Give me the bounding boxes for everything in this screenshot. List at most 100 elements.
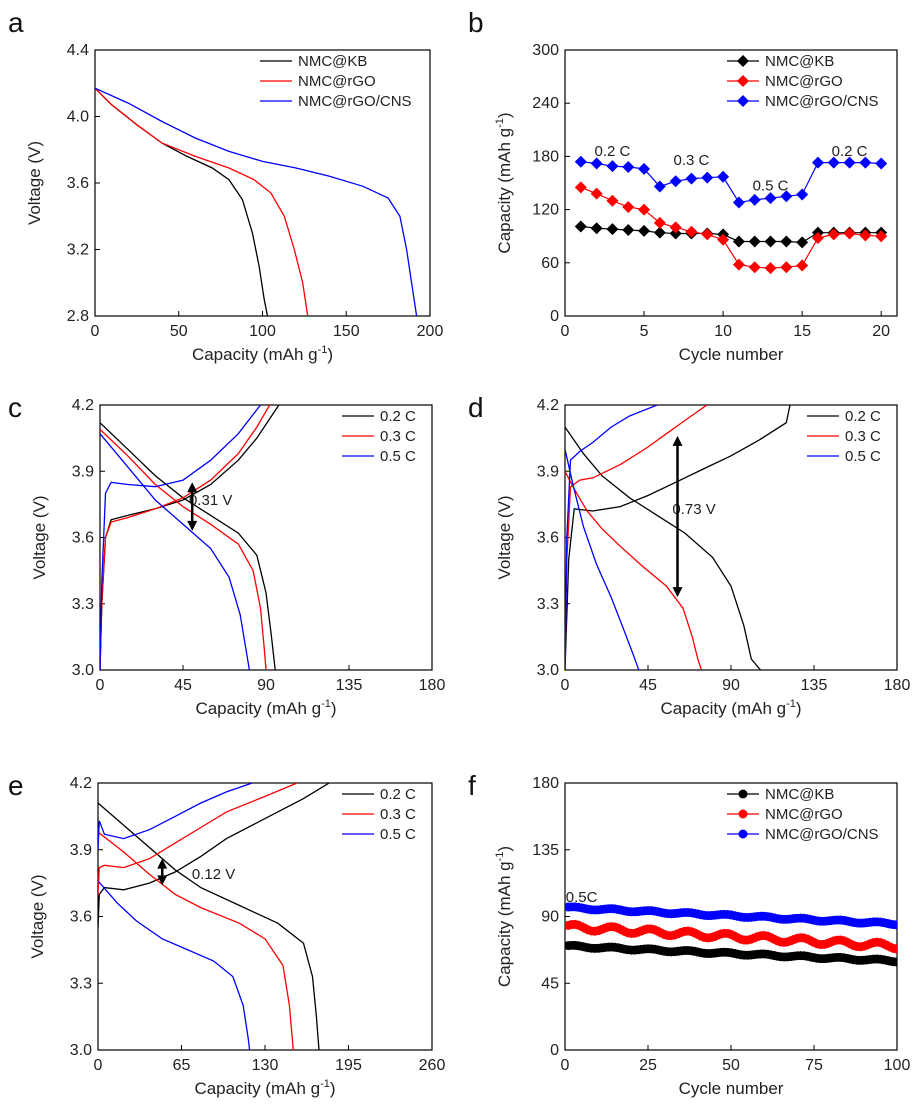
series-line [98, 783, 330, 928]
data-point [748, 235, 761, 248]
data-point [811, 156, 824, 169]
data-point [875, 157, 888, 170]
data-point [811, 231, 824, 244]
y-tick-label: 4.2 [537, 397, 559, 414]
data-point [717, 170, 730, 183]
data-point [590, 222, 603, 235]
panel-d: d 0 45 90 135 180 3.0 3.3 3.6 3.9 4.2 Capacity (mAh… [468, 392, 910, 718]
data-point [653, 226, 666, 239]
legend-marker [737, 75, 749, 87]
series-line [98, 802, 320, 1050]
data-point [732, 196, 745, 209]
x-tick-label: 260 [419, 1057, 446, 1074]
y-tick-label: 45 [541, 975, 559, 992]
x-tick-label: 0 [561, 677, 570, 694]
panel-c: c 0 45 90 135 180 3.0 3.3 3.6 3.9 4.2 Capacity (mAh… [8, 392, 445, 718]
data-point [780, 261, 793, 274]
panel-e: e 0 65 130 195 260 3.0 3.3 3.6 3.9 4.2 Capacity (mA… [8, 770, 445, 1098]
series-line [98, 831, 294, 1050]
series-line [565, 405, 658, 670]
legend-label: NMC@rGO [765, 806, 843, 823]
data-point [780, 190, 793, 203]
series-line [100, 405, 271, 670]
data-point [669, 221, 682, 234]
series-line [565, 426, 761, 670]
x-tick-label: 5 [640, 323, 649, 340]
x-tick-label: 100 [249, 323, 276, 340]
data-point [653, 216, 666, 229]
data-point [827, 228, 840, 241]
y-axis-label: Voltage (V) [495, 495, 514, 579]
x-tick-label: 0 [561, 1057, 570, 1074]
x-tick-label: 15 [793, 323, 811, 340]
data-point [764, 192, 777, 205]
series-line [95, 87, 309, 316]
series-line [565, 405, 708, 670]
plot-area [565, 902, 897, 967]
y-tick-label: 180 [532, 775, 559, 792]
y-tick-label: 3.3 [70, 975, 92, 992]
panel-label: e [8, 770, 24, 801]
y-axis-label: Capacity (mAh g-1) [494, 112, 514, 253]
x-tick-label: 90 [722, 677, 740, 694]
y-tick-label: 4.0 [67, 109, 89, 126]
legend-label: 0.5 C [380, 448, 416, 465]
annotation-label: 0.5C [566, 889, 598, 906]
x-tick-label: 180 [419, 677, 446, 694]
series-line [565, 449, 640, 670]
data-point [606, 223, 619, 236]
plot-area [98, 783, 330, 1050]
data-point [796, 236, 809, 249]
x-tick-label: 90 [257, 677, 275, 694]
legend-label: NMC@KB [765, 786, 834, 803]
legend-label: 0.2 C [380, 408, 416, 425]
y-axis-label: Capacity (mAh g-1) [494, 846, 514, 987]
data-point [622, 223, 635, 236]
data-point [875, 230, 888, 243]
x-tick-label: 20 [872, 323, 890, 340]
x-tick-label: 50 [722, 1057, 740, 1074]
x-tick-label: 100 [884, 1057, 911, 1074]
panel-label: b [468, 7, 484, 38]
y-axis-label: Voltage (V) [25, 141, 44, 225]
x-tick-label: 50 [170, 323, 188, 340]
arrow-head [672, 435, 683, 446]
x-tick-label: 10 [714, 323, 732, 340]
x-tick-label: 0 [96, 677, 105, 694]
legend-label: 0.3 C [380, 806, 416, 823]
legend-label: NMC@KB [298, 53, 367, 70]
y-tick-label: 240 [532, 95, 559, 112]
x-tick-label: 65 [173, 1057, 191, 1074]
series-line [98, 880, 251, 1050]
y-tick-label: 120 [532, 202, 559, 219]
y-tick-label: 3.0 [72, 662, 94, 679]
arrow-head [187, 482, 198, 493]
x-tick-label: 135 [336, 677, 363, 694]
legend-label: 0.5 C [380, 826, 416, 843]
data-point [892, 944, 897, 954]
legend-marker [738, 829, 748, 839]
data-point [606, 194, 619, 207]
legend-label: 0.2 C [380, 786, 416, 803]
series-line [565, 405, 791, 670]
data-point [574, 155, 587, 168]
legend-label: NMC@rGO/CNS [765, 93, 879, 110]
legend-label: NMC@rGO [765, 73, 843, 90]
data-point [653, 180, 666, 193]
panel-label: d [468, 392, 484, 423]
y-axis-label: Voltage (V) [28, 874, 47, 958]
data-point [764, 262, 777, 275]
data-point [892, 920, 897, 930]
y-tick-label: 180 [532, 148, 559, 165]
x-tick-label: 135 [801, 677, 828, 694]
data-point [748, 261, 761, 274]
series-line [95, 87, 418, 316]
series-line [98, 783, 298, 895]
y-tick-label: 3.6 [70, 909, 92, 926]
y-tick-label: 3.6 [537, 530, 559, 547]
x-tick-label: 75 [805, 1057, 823, 1074]
x-tick-label: 25 [639, 1057, 657, 1074]
y-tick-label: 3.9 [72, 463, 94, 480]
data-point [780, 235, 793, 248]
